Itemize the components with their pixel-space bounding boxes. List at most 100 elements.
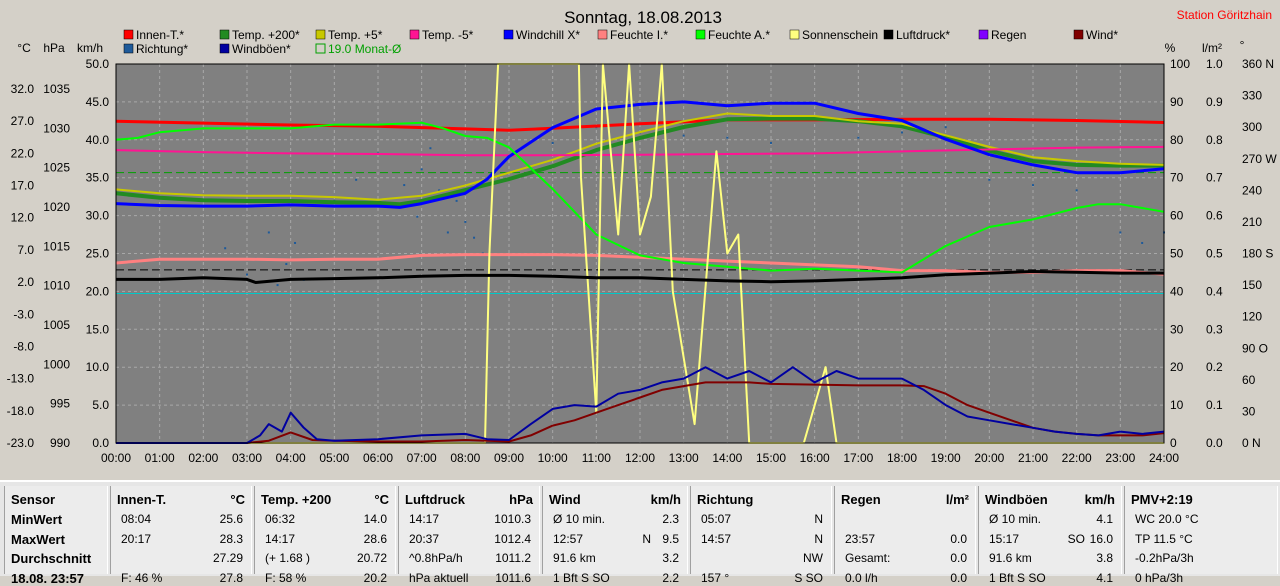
- tick-label-kmh: 0.0: [92, 436, 109, 450]
- richtung-point: [1075, 189, 1078, 192]
- station-name: Station Göritzhain: [1177, 8, 1272, 22]
- tick-label-percent: 60: [1170, 209, 1184, 223]
- stats-panel-title: Innen-T.: [117, 492, 167, 507]
- richtung-point: [403, 184, 406, 187]
- stats-panel-unit: km/h: [1084, 492, 1115, 507]
- stats-cell-label: Ø 10 min.: [553, 512, 606, 526]
- series-line: [115, 121, 1165, 274]
- stats-cell-value: 28.3: [219, 531, 243, 546]
- stats-cell-value: 20.2: [363, 570, 387, 585]
- richtung-point: [682, 134, 685, 137]
- stats-cell-label: 08:04: [121, 512, 152, 526]
- legend-label: Wind*: [1086, 28, 1118, 42]
- tick-label-rain: 0.7: [1206, 171, 1223, 185]
- stats-cell-label: 05:07: [701, 512, 732, 526]
- tick-label-time: 14:00: [712, 451, 742, 465]
- tick-label-time: 22:00: [1062, 451, 1092, 465]
- tick-label-celsius: -18.0: [7, 404, 35, 418]
- tick-label-direction: 240: [1242, 183, 1262, 197]
- stats-panel: Windböen km/h Ø 10 min. 4.1 15:17 SO 16.0 91.6 …: [978, 486, 1122, 585]
- tick-label-kmh: 10.0: [86, 360, 110, 374]
- tick-label-percent: 0: [1170, 436, 1177, 450]
- tick-label-rain: 0.5: [1206, 247, 1223, 261]
- tick-label-rain: 0.3: [1206, 322, 1223, 336]
- series-line: [115, 145, 1165, 157]
- legend-swatch: [315, 29, 326, 40]
- tick-label-direction: 270 W: [1242, 152, 1277, 166]
- stats-cell-label: 20:17: [121, 531, 152, 546]
- tick-label-rain: 0.1: [1206, 398, 1223, 412]
- tick-label-rain: 0.6: [1206, 209, 1223, 223]
- richtung-point: [770, 141, 772, 144]
- stats-panel-title: Windböen: [985, 492, 1048, 507]
- stats-panel-unit: °C: [230, 492, 245, 507]
- stats-cell-value: 1010.3: [494, 512, 531, 526]
- stats-panel-unit: l/m²: [945, 492, 969, 507]
- tick-label-percent: 40: [1170, 284, 1184, 298]
- tick-label-time: 15:00: [756, 451, 786, 465]
- stats-panel-unit: hPa: [509, 492, 533, 507]
- tick-label-direction: 180 S: [1242, 247, 1273, 261]
- legend-label: Luftdruck*: [896, 28, 950, 42]
- tick-label-rain: 1.0: [1206, 57, 1223, 71]
- stats-cell-value: N: [814, 531, 823, 546]
- legend-label: 19.0 Monat-Ø: [328, 42, 401, 56]
- stats-cell-value: 27.8: [219, 570, 243, 585]
- legend-label: Windböen*: [232, 42, 291, 56]
- legend-swatch: [219, 29, 230, 40]
- stats-cell-label: WC 20.0 °C: [1135, 512, 1199, 526]
- stats-cell-value: 3.8: [1096, 551, 1113, 565]
- tick-label-time: 20:00: [974, 451, 1004, 465]
- axis-unit-celsius: °C: [17, 41, 31, 55]
- stats-panel-title: Temp. +200: [261, 492, 332, 507]
- richtung-point: [429, 147, 432, 150]
- stats-cell-label: Gesamt:: [845, 551, 891, 565]
- stats-panel-title: Luftdruck: [405, 492, 465, 507]
- richtung-point: [455, 199, 458, 202]
- tick-label-hpa: 1005: [43, 318, 70, 332]
- tick-label-kmh: 40.0: [86, 133, 110, 147]
- stats-cell-value: S SO: [794, 570, 823, 585]
- stats-cell-value: 25.6: [219, 512, 243, 526]
- tick-label-hpa: 1035: [43, 82, 70, 96]
- tick-label-direction: 150: [1242, 278, 1262, 292]
- tick-label-percent: 50: [1170, 247, 1184, 261]
- series-line: [116, 63, 1164, 444]
- chart-title: Sonntag, 18.08.2013: [564, 8, 722, 27]
- chart-area: °C hPa km/h 32.0 27.0 22.0 17.0 12.0 7.0 2.0 -3.0 -…: [6, 8, 1278, 465]
- tick-label-direction: 330: [1242, 89, 1262, 103]
- richtung-point: [901, 131, 903, 134]
- statistics-bar: Sensor MinWert MaxWert Durchschnitt 18.08. 2…: [0, 480, 1280, 586]
- stats-cell-value: 4.1: [1096, 512, 1113, 526]
- stats-panel-title: Wind: [549, 492, 581, 507]
- legend-swatch: [789, 29, 800, 40]
- stats-panel-title: Richtung: [697, 492, 754, 507]
- tick-label-kmh: 50.0: [86, 57, 110, 71]
- tick-label-direction: 90 O: [1242, 341, 1268, 355]
- stats-cell-value: 1011.6: [495, 570, 531, 585]
- stats-cell-label: 14:17: [409, 512, 440, 526]
- richtung-point: [944, 126, 947, 129]
- series-line: [116, 366, 1165, 444]
- richtung-point: [224, 247, 227, 250]
- legend-swatch: [695, 29, 706, 40]
- richtung-point: [438, 189, 441, 192]
- richtung-point: [726, 136, 729, 139]
- tick-label-hpa: 995: [50, 397, 70, 411]
- tick-label-percent: 90: [1170, 95, 1184, 109]
- richtung-point: [294, 241, 297, 244]
- legend-swatch: [1073, 29, 1084, 40]
- tick-label-percent: 80: [1170, 133, 1184, 147]
- series-line: [115, 117, 1165, 132]
- richtung-point: [416, 215, 419, 218]
- tick-label-percent: 30: [1170, 322, 1184, 336]
- tick-label-celsius: -3.0: [13, 307, 34, 321]
- tick-label-direction: 30: [1242, 404, 1256, 418]
- stats-cell-label: -0.2hPa/3h: [1135, 551, 1194, 565]
- stats-panel-title: Sensor: [11, 492, 56, 507]
- legend-label: Temp. +5*: [328, 28, 383, 42]
- stats-cell-label: F: 58 %: [265, 570, 307, 585]
- stats-cell-direction: SO: [1067, 531, 1085, 546]
- tick-label-direction: 60: [1242, 373, 1256, 387]
- stats-cell-label: 1 Bft S SO: [553, 570, 610, 585]
